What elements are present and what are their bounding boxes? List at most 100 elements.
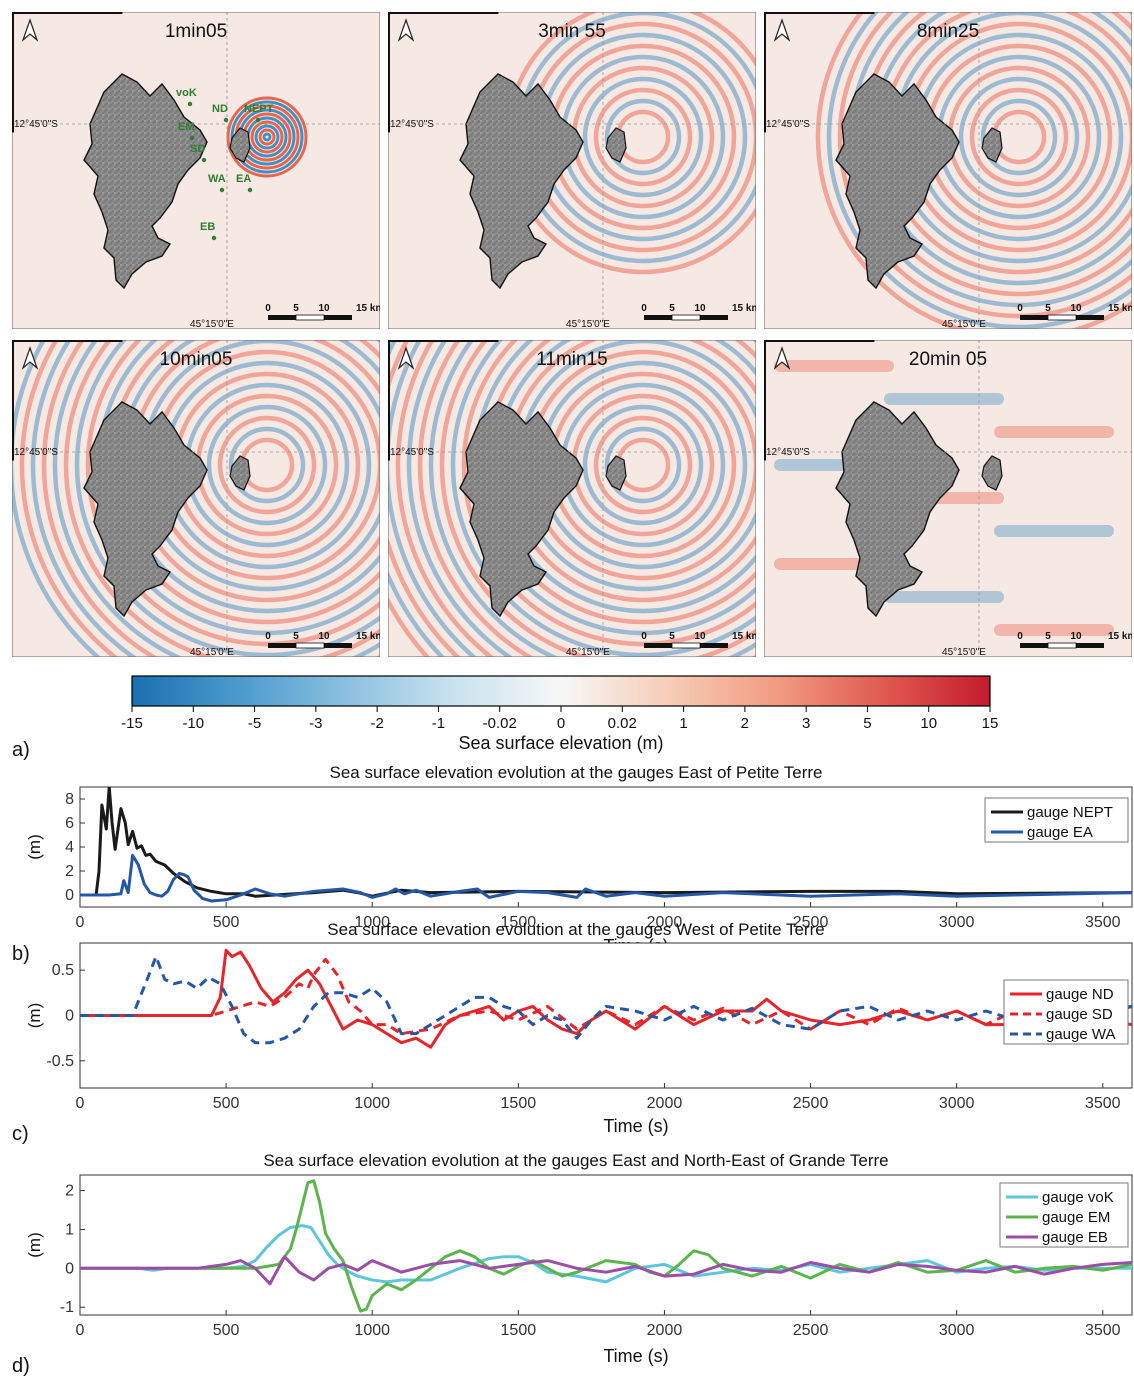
colorbar-tick-label: 5 xyxy=(863,715,871,732)
y-tick-label: 6 xyxy=(65,815,74,832)
legend-label: gauge ND xyxy=(1046,986,1114,1003)
map-sea-background xyxy=(388,340,756,657)
panel-label-b: b) xyxy=(12,943,30,965)
y-tick-label: 0 xyxy=(65,1260,74,1277)
colorbar-tick-label: 15 xyxy=(982,715,999,732)
scale-bar-label: 0 xyxy=(265,303,271,314)
colorbar-ramp xyxy=(131,675,991,707)
y-axis-label: (m) xyxy=(25,834,44,859)
wave-ring xyxy=(52,340,380,657)
x-tick-label: 2500 xyxy=(793,1322,829,1339)
legend-label: gauge EA xyxy=(1027,824,1093,841)
series-lines xyxy=(80,787,1132,903)
scale-bar: 0 5 10 15 km xyxy=(1017,303,1132,321)
map-border-bar xyxy=(388,340,499,342)
map-border-bar xyxy=(764,12,875,14)
petite-terre-island xyxy=(981,455,1003,491)
x-tick-label: 3000 xyxy=(939,1095,975,1112)
wave-ring xyxy=(258,128,276,146)
wave-ring xyxy=(262,132,272,142)
gauge-labels: voK ND NEPT EM SD WA EA EB xyxy=(176,87,274,241)
wave-ring xyxy=(395,340,495,657)
x-axis-label: Time (s) xyxy=(603,1346,668,1366)
scale-bar-label: 0 xyxy=(265,631,271,642)
x-tick-label: 0 xyxy=(76,914,85,931)
scale-bar-segment xyxy=(1047,642,1077,649)
map-border-bar xyxy=(764,340,875,342)
gauge-marker xyxy=(189,135,195,141)
wave-ring xyxy=(582,76,704,198)
wave-ring xyxy=(417,340,756,657)
wave-ring xyxy=(826,12,1132,329)
gauge-label: EB xyxy=(200,221,215,233)
chart-3: Sea surface elevation evolution at the g… xyxy=(25,1151,1133,1366)
panel-label-a: a) xyxy=(12,739,30,761)
wave-ring xyxy=(428,340,756,657)
scale-bar-label: 5 xyxy=(293,303,299,314)
gauge-label: NEPT xyxy=(244,103,274,115)
wave-ring xyxy=(217,415,317,515)
map-panel-6: 20min 05 12°45'0"S 45°15'0"E 0 5 10 15 km xyxy=(764,340,1132,657)
series-line-1 xyxy=(80,787,1132,898)
map-border-bar xyxy=(12,12,123,14)
map-panel-3: 8min25 12°45'0"S 45°15'0"E 0 5 10 15 km xyxy=(764,12,1132,329)
map-time-label: 11min15 xyxy=(536,349,607,370)
y-tick-label: 4 xyxy=(65,839,74,856)
gauge-label: ND xyxy=(212,103,228,115)
map-time-label: 10min05 xyxy=(160,349,233,370)
chart-title: Sea surface elevation evolution at the g… xyxy=(330,763,823,782)
wave-ring xyxy=(593,415,693,515)
scale-bar-segment xyxy=(324,315,352,320)
wave-band xyxy=(994,426,1114,438)
scale-bar: 0 5 10 15 km xyxy=(641,631,756,649)
legend-label: gauge WA xyxy=(1046,1026,1116,1043)
north-arrow-icon xyxy=(773,346,791,370)
wave-band xyxy=(994,525,1114,537)
legend: gauge voK gauge EM gauge EB xyxy=(999,1182,1129,1248)
chart-title: Sea surface elevation evolution at the g… xyxy=(263,1151,888,1170)
scale-bar-segment xyxy=(268,643,296,648)
latitude-label: 12°45'0"S xyxy=(766,119,810,130)
grande-terre-island xyxy=(83,73,208,290)
y-tick-label: 8 xyxy=(65,791,74,808)
map-time-label: 1min05 xyxy=(165,21,227,42)
north-arrow-icon xyxy=(773,18,791,42)
grande-terre-island xyxy=(459,401,584,618)
scale-bar-segment xyxy=(295,642,325,649)
x-tick-label: 0 xyxy=(76,1095,85,1112)
legend-label: gauge voK xyxy=(1042,1189,1114,1206)
scale-bar-label: 15 km xyxy=(732,303,760,314)
scale-bar-segment xyxy=(671,314,701,321)
y-tick-label: 1 xyxy=(65,1221,74,1238)
map-border-bar xyxy=(12,340,123,342)
scale-bar-label: 5 xyxy=(669,631,675,642)
scale-bar: 0 5 10 15 km xyxy=(641,303,760,321)
wave-band xyxy=(884,591,1004,603)
plot-area xyxy=(79,1174,1133,1316)
y-tick-label: -0.5 xyxy=(46,1053,74,1070)
wave-ring xyxy=(228,426,306,504)
wave-ring xyxy=(206,404,328,526)
wave-ring xyxy=(582,404,704,526)
x-axis-label: Time (s) xyxy=(603,1116,668,1136)
scale-bar-label: 0 xyxy=(641,303,647,314)
gauge-label: EA xyxy=(236,173,251,185)
y-tick-label: 0.5 xyxy=(52,962,74,979)
colorbar-tick-label: 0.02 xyxy=(608,715,637,732)
scale-bar-label: 5 xyxy=(1045,631,1051,642)
x-tick-label: 3500 xyxy=(1085,914,1121,931)
colorbar-tick-label: -10 xyxy=(182,715,204,732)
grande-terre-island xyxy=(83,401,208,618)
longitude-label: 45°15'0"E xyxy=(566,647,610,658)
map-border-bar xyxy=(388,12,499,14)
panel-label-c: c) xyxy=(12,1123,29,1145)
colorbar-tick-label: -1 xyxy=(432,715,445,732)
scale-bar-label: 0 xyxy=(1017,303,1023,314)
colorbar-tick-label: 1 xyxy=(679,715,687,732)
wave-ring xyxy=(19,340,119,657)
legend-label: gauge EM xyxy=(1042,1209,1110,1226)
map-border-bar xyxy=(12,12,14,133)
scale-bar-segment xyxy=(700,315,728,320)
gauge-marker xyxy=(219,187,225,193)
